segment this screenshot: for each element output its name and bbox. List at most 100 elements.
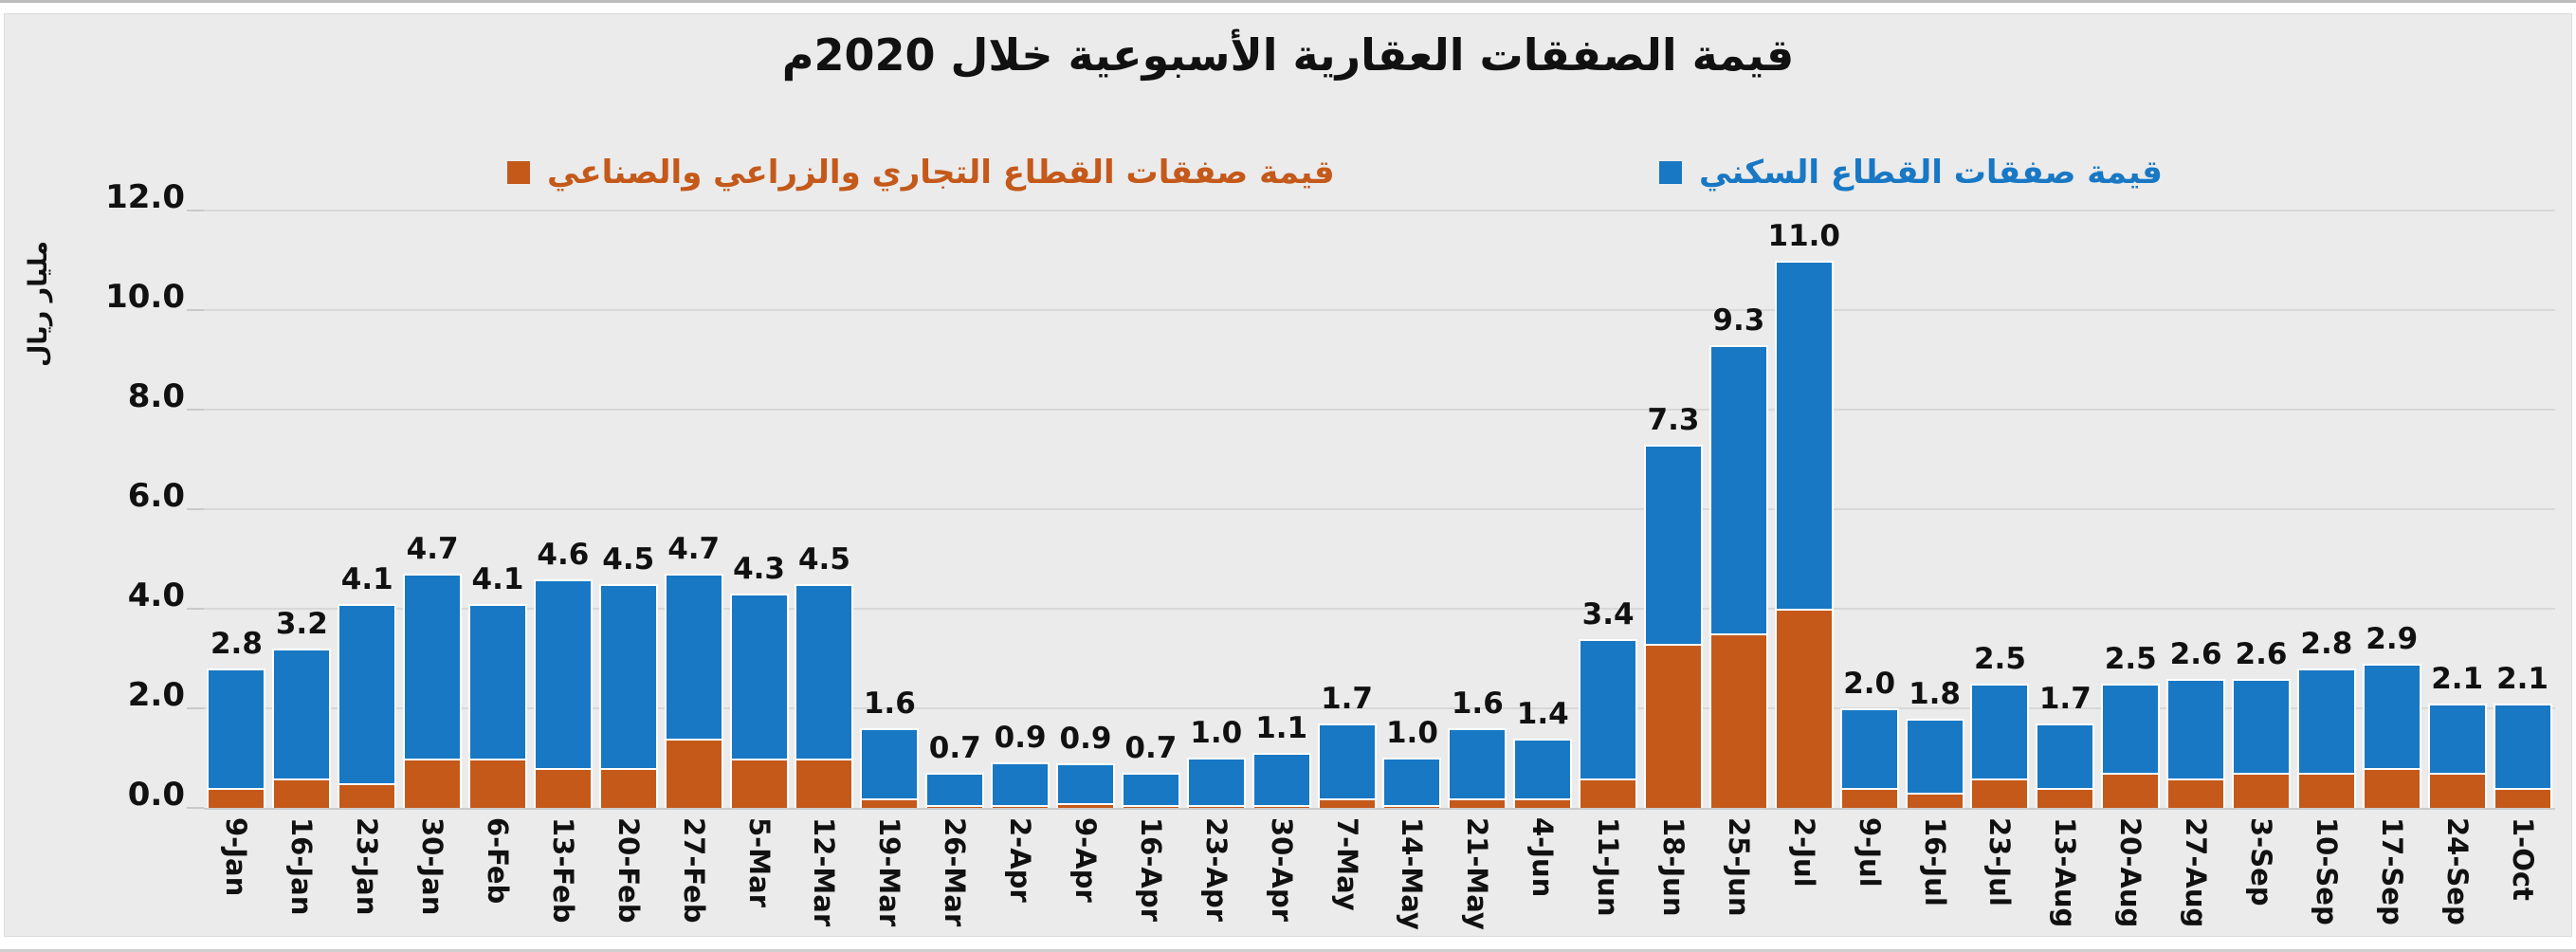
- bar-segment-residential: [729, 594, 789, 759]
- y-tick-label: 6.0: [127, 477, 185, 515]
- bar-total-label: 0.7: [928, 730, 981, 765]
- bar-segment-commercial: [1644, 643, 1703, 808]
- bar-total-label: 4.7: [667, 532, 721, 567]
- y-axis-tick-mark: [187, 409, 204, 411]
- bar-segment-residential: [2036, 723, 2095, 788]
- chart-title: قيمة الصفقات العقارية الأسبوعية خلال 202…: [781, 29, 1795, 81]
- y-axis-tick-mark: [187, 210, 204, 211]
- y-tick-label: 0.0: [127, 776, 185, 814]
- bar-segment-residential: [795, 583, 854, 759]
- bar-segment-commercial: [2427, 773, 2487, 808]
- bar-total-label: 0.9: [1059, 721, 1112, 756]
- bar-segment-residential: [1251, 752, 1311, 805]
- y-axis-tick-mark: [187, 309, 204, 311]
- bar-segment-residential: [1513, 738, 1573, 798]
- bar-segment-residential: [338, 603, 397, 783]
- bar-segment-commercial: [795, 758, 854, 808]
- bar-segment-commercial: [1251, 805, 1311, 808]
- bar-segment-residential: [1382, 758, 1442, 805]
- bar-total-label: 1.0: [1385, 716, 1438, 751]
- bar-segment-residential: [1579, 638, 1638, 778]
- y-axis-tick-mark: [187, 707, 204, 709]
- chart-panel: قيمة الصفقات العقارية الأسبوعية خلال 202…: [4, 13, 2572, 937]
- bar-segment-commercial: [272, 778, 332, 808]
- legend-item-residential: قيمة صفقات القطاع السكني: [1659, 150, 2163, 195]
- plot-area: 2.8 3.2 4.1 4.7 4.1 4.6 4.5 4.7 4.3 4.5 1.6 0.7 0.9 0…: [187, 210, 2555, 810]
- bar-segment-commercial: [1382, 805, 1442, 808]
- y-tick-label: 8.0: [127, 377, 185, 415]
- bar-segment-commercial: [729, 758, 789, 808]
- bar-total-label: 1.6: [1451, 687, 1504, 721]
- bar-segment-commercial: [1317, 797, 1377, 808]
- bar-segment-commercial: [860, 797, 920, 808]
- bar-segment-commercial: [1970, 778, 2030, 808]
- bar-segment-commercial: [2493, 788, 2552, 808]
- legend-swatch-residential-icon: [1659, 161, 1682, 184]
- gridline: [204, 309, 2555, 311]
- bar-total-label: 3.4: [1581, 596, 1635, 632]
- bar-segment-residential: [1644, 444, 1703, 644]
- bar-segment-commercial: [1579, 778, 1638, 808]
- bar-segment-commercial: [2101, 773, 2161, 808]
- bar-segment-commercial: [2232, 773, 2291, 808]
- y-axis-tick-mark: [187, 508, 204, 510]
- bar-total-label: 2.8: [210, 627, 263, 661]
- bar-segment-residential: [272, 649, 332, 778]
- legend-label-commercial: قيمة صفقات القطاع التجاري والزراعي والصن…: [547, 154, 1335, 192]
- bar-segment-commercial: [468, 758, 527, 808]
- legend-label-residential: قيمة صفقات القطاع السكني: [1699, 154, 2163, 192]
- bar-segment-residential: [1448, 728, 1507, 798]
- legend-item-commercial: قيمة صفقات القطاع التجاري والزراعي والصن…: [507, 150, 1335, 195]
- bar-segment-commercial: [1056, 802, 1115, 808]
- bar-segment-commercial: [338, 782, 397, 808]
- bar-total-label: 2.1: [2431, 661, 2484, 696]
- bar-total-label: 2.6: [2169, 636, 2222, 671]
- x-axis-tick-labels: 9-Jan 16-Jan 23-Jan 30-Jan 6-Feb 13-Feb 20-Feb…: [220, 817, 2539, 930]
- bar-segment-residential: [2362, 663, 2421, 768]
- y-tick-label: 2.0: [127, 676, 185, 714]
- bar-segment-commercial: [1121, 805, 1180, 808]
- bar-segment-residential: [2166, 678, 2226, 778]
- y-axis-tick-mark: [187, 807, 204, 809]
- bar-segment-residential: [1056, 762, 1115, 803]
- bar-segment-residential: [2296, 668, 2356, 774]
- bar-segment-commercial: [1708, 633, 1768, 808]
- bar-total-label: 2.8: [2300, 627, 2353, 661]
- bar-segment-residential: [860, 728, 920, 798]
- bar-total-label: 2.6: [2235, 636, 2288, 671]
- bar-segment-residential: [1317, 723, 1377, 798]
- bar-total-label: 1.7: [1321, 681, 1373, 716]
- bar-total-label: 4.5: [602, 541, 655, 577]
- bar-segment-commercial: [925, 805, 985, 808]
- bar-total-label: 2.9: [2366, 621, 2419, 656]
- bar-segment-residential: [2493, 703, 2552, 788]
- y-tick-label: 4.0: [127, 577, 185, 614]
- gridline: [204, 210, 2555, 211]
- bar-segment-residential: [1708, 344, 1768, 634]
- bar-segment-commercial: [1839, 788, 1899, 808]
- bar-total-label: 4.7: [406, 532, 459, 567]
- bar-segment-residential: [2427, 703, 2487, 774]
- bar-total-label: 2.0: [1843, 667, 1896, 701]
- bar-segment-residential: [2232, 678, 2291, 774]
- bar-total-label: 1.8: [1909, 676, 1961, 711]
- bar-segment-residential: [598, 583, 658, 768]
- bar-total-label: 4.6: [537, 537, 590, 572]
- bar-segment-commercial: [1186, 805, 1246, 808]
- bar-total-label: 4.1: [471, 561, 524, 596]
- bar-total-label: 4.3: [733, 552, 785, 587]
- gridline: [204, 608, 2555, 610]
- bar-segment-residential: [468, 603, 527, 759]
- bar-segment-residential: [991, 762, 1050, 805]
- bar-segment-commercial: [991, 805, 1050, 808]
- bar-segment-commercial: [664, 738, 723, 808]
- gridline: [204, 508, 2555, 510]
- bar-segment-commercial: [1905, 793, 1964, 808]
- bar-segment-commercial: [1774, 609, 1834, 808]
- bar-total-label: 1.1: [1255, 710, 1308, 745]
- y-axis-tick-mark: [187, 608, 204, 610]
- bar-segment-residential: [925, 772, 985, 805]
- bar-segment-commercial: [2036, 788, 2095, 808]
- bar-total-label: 2.1: [2496, 661, 2549, 696]
- bar-segment-residential: [1970, 683, 2030, 778]
